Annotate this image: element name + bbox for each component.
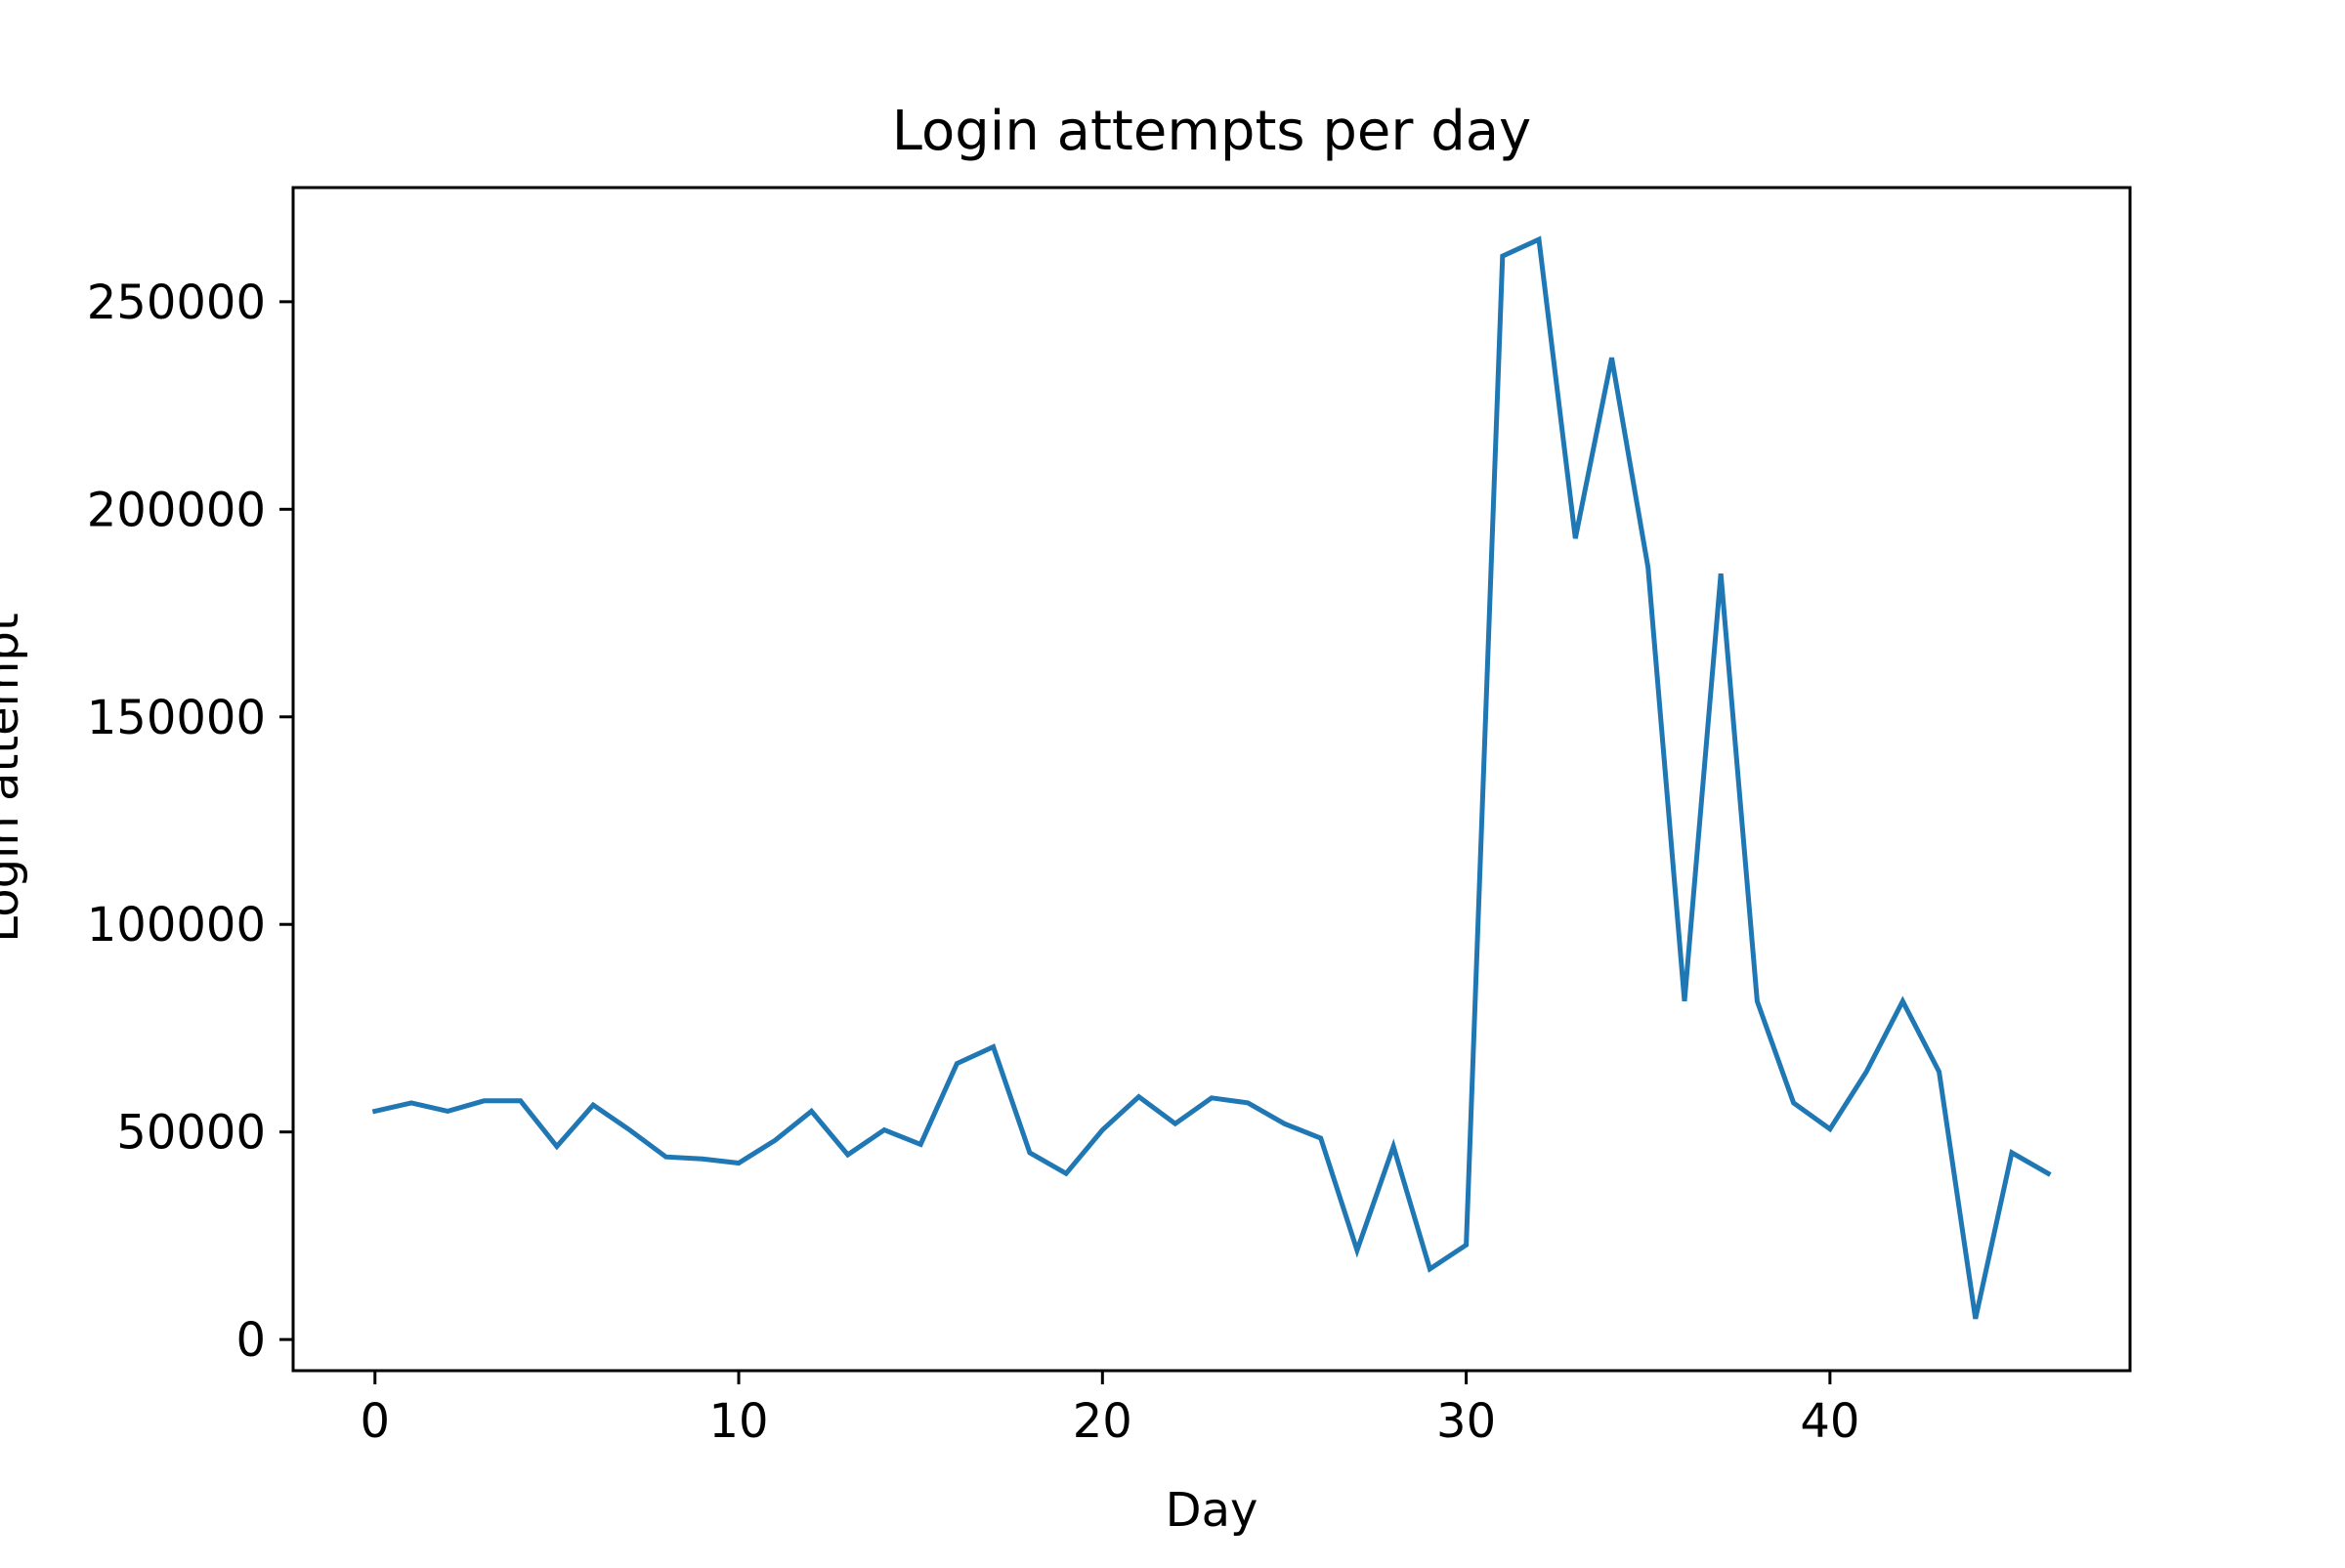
y-tick-label: 50000 — [116, 1106, 266, 1161]
x-axis-label: Day — [1166, 1483, 1258, 1538]
chart-title: Login attempts per day — [892, 100, 1531, 163]
x-tick-label: 0 — [360, 1394, 390, 1449]
y-tick-label: 250000 — [87, 275, 266, 330]
x-tick-label: 10 — [709, 1394, 769, 1449]
x-tick-label: 30 — [1436, 1394, 1496, 1449]
x-tick-label: 20 — [1073, 1394, 1132, 1449]
y-axis-label: Login attempt — [0, 613, 29, 942]
y-tick-label: 0 — [235, 1313, 266, 1368]
x-tick-label: 40 — [1800, 1394, 1859, 1449]
y-tick-label: 150000 — [87, 691, 266, 745]
y-tick-label: 100000 — [87, 898, 266, 953]
y-tick-label: 200000 — [87, 483, 266, 537]
